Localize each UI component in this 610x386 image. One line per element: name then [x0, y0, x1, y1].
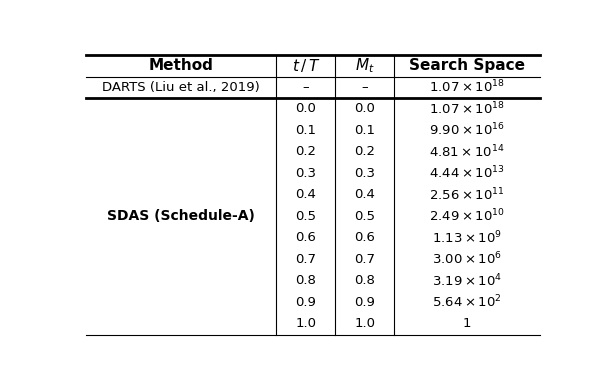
Text: 0.7: 0.7 [354, 253, 375, 266]
Text: Method: Method [149, 59, 214, 73]
Text: 0.0: 0.0 [354, 102, 375, 115]
Text: $9.90\times10^{16}$: $9.90\times10^{16}$ [429, 122, 505, 139]
Text: –: – [362, 81, 368, 94]
Text: $1.07\times10^{18}$: $1.07\times10^{18}$ [429, 101, 505, 117]
Text: 1: 1 [462, 317, 471, 330]
Text: 0.6: 0.6 [354, 232, 375, 244]
Text: 0.5: 0.5 [295, 210, 317, 223]
Text: $M_t$: $M_t$ [355, 57, 375, 75]
Text: Search Space: Search Space [409, 59, 525, 73]
Text: 0.2: 0.2 [354, 146, 375, 158]
Text: $4.44\times10^{13}$: $4.44\times10^{13}$ [429, 165, 505, 182]
Text: $1.07\times10^{18}$: $1.07\times10^{18}$ [429, 79, 505, 96]
Text: 0.2: 0.2 [295, 146, 317, 158]
Text: 0.0: 0.0 [295, 102, 316, 115]
Text: 0.3: 0.3 [295, 167, 317, 180]
Text: 0.9: 0.9 [295, 296, 316, 309]
Text: 0.7: 0.7 [295, 253, 317, 266]
Text: 0.4: 0.4 [295, 188, 316, 201]
Text: 0.4: 0.4 [354, 188, 375, 201]
Text: $t\,/\,T$: $t\,/\,T$ [292, 58, 320, 74]
Text: 0.6: 0.6 [295, 232, 316, 244]
Text: $2.49\times10^{10}$: $2.49\times10^{10}$ [429, 208, 505, 225]
Text: 0.8: 0.8 [354, 274, 375, 288]
Text: 0.1: 0.1 [354, 124, 375, 137]
Text: 0.3: 0.3 [354, 167, 375, 180]
Text: SDAS (Schedule-A): SDAS (Schedule-A) [107, 210, 255, 223]
Text: $4.81\times10^{14}$: $4.81\times10^{14}$ [429, 144, 504, 160]
Text: 0.1: 0.1 [295, 124, 317, 137]
Text: $1.13\times10^{9}$: $1.13\times10^{9}$ [432, 230, 502, 246]
Text: 0.5: 0.5 [354, 210, 375, 223]
Text: DARTS (Liu et al., 2019): DARTS (Liu et al., 2019) [102, 81, 260, 94]
Text: $2.56\times10^{11}$: $2.56\times10^{11}$ [429, 186, 504, 203]
Text: $3.19\times10^{4}$: $3.19\times10^{4}$ [432, 273, 502, 289]
Text: 1.0: 1.0 [354, 317, 375, 330]
Text: $3.00\times10^{6}$: $3.00\times10^{6}$ [432, 251, 502, 268]
Text: 0.9: 0.9 [354, 296, 375, 309]
Text: $5.64\times10^{2}$: $5.64\times10^{2}$ [432, 294, 502, 311]
Text: –: – [303, 81, 309, 94]
Text: 1.0: 1.0 [295, 317, 317, 330]
Text: 0.8: 0.8 [295, 274, 316, 288]
